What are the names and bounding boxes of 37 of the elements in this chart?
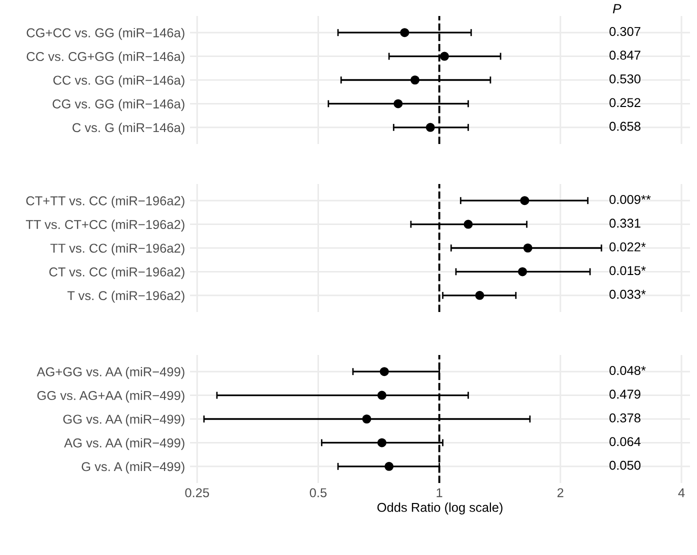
chart-title: P bbox=[612, 4, 622, 14]
y-tick-label: GG vs. AG+AA (miR−499) bbox=[37, 390, 184, 403]
y-tick-label: CT vs. CC (miR−196a2) bbox=[49, 267, 184, 279]
y-tick-label: C vs. G (miR−146a) bbox=[72, 122, 184, 135]
y-tick-label: CC vs. GG (miR−146a) bbox=[53, 75, 184, 88]
annotation: 0.530 bbox=[610, 74, 640, 84]
x-tick-label: 0.25 bbox=[185, 488, 210, 498]
annotation: 0.331 bbox=[610, 218, 640, 228]
y-tick-label: AG vs. AA (miR−499) bbox=[64, 438, 184, 450]
y-tick-label: T vs. C (miR−196a2) bbox=[67, 290, 184, 303]
y-tick-label: TT vs. CC (miR−196a2) bbox=[50, 243, 184, 256]
annotation: 0.050 bbox=[610, 460, 640, 470]
annotation: 0.033* bbox=[610, 290, 646, 299]
x-axis-title: Odds Ratio (log scale) bbox=[377, 502, 502, 514]
x-tick-label: 2 bbox=[557, 488, 564, 498]
x-tick-label: 1 bbox=[436, 488, 442, 498]
annotation: 0.307 bbox=[610, 26, 640, 36]
annotation: 0.479 bbox=[610, 390, 640, 399]
annotation: 0.064 bbox=[610, 437, 641, 446]
x-tick-label: 0.5 bbox=[310, 488, 327, 498]
annotation: 0.658 bbox=[610, 122, 640, 131]
annotation: 0.015* bbox=[610, 266, 646, 276]
y-tick-label: G vs. A (miR−499) bbox=[82, 462, 184, 474]
y-tick-label: CG+CC vs. GG (miR−146a) bbox=[26, 28, 184, 40]
y-tick-label: TT vs. CT+CC (miR−196a2) bbox=[26, 220, 184, 232]
y-tick-label: CG vs. GG (miR−146a) bbox=[52, 99, 184, 111]
y-tick-label: GG vs. AA (miR−499) bbox=[63, 414, 184, 426]
annotation: 0.252 bbox=[610, 98, 640, 108]
y-tick-label: CT+TT vs. CC (miR−196a2) bbox=[26, 196, 184, 208]
y-tick-label: CC vs. CG+GG (miR−146a) bbox=[26, 52, 184, 64]
annotation: 0.378 bbox=[610, 413, 640, 422]
y-tick-label: AG+GG vs. AA (miR−499) bbox=[36, 366, 184, 379]
annotation: 0.009** bbox=[610, 194, 651, 204]
annotation: 0.048* bbox=[610, 366, 646, 376]
annotation: 0.022* bbox=[610, 242, 646, 252]
annotation: 0.847 bbox=[610, 50, 640, 60]
x-tick-label: 4 bbox=[678, 488, 685, 498]
